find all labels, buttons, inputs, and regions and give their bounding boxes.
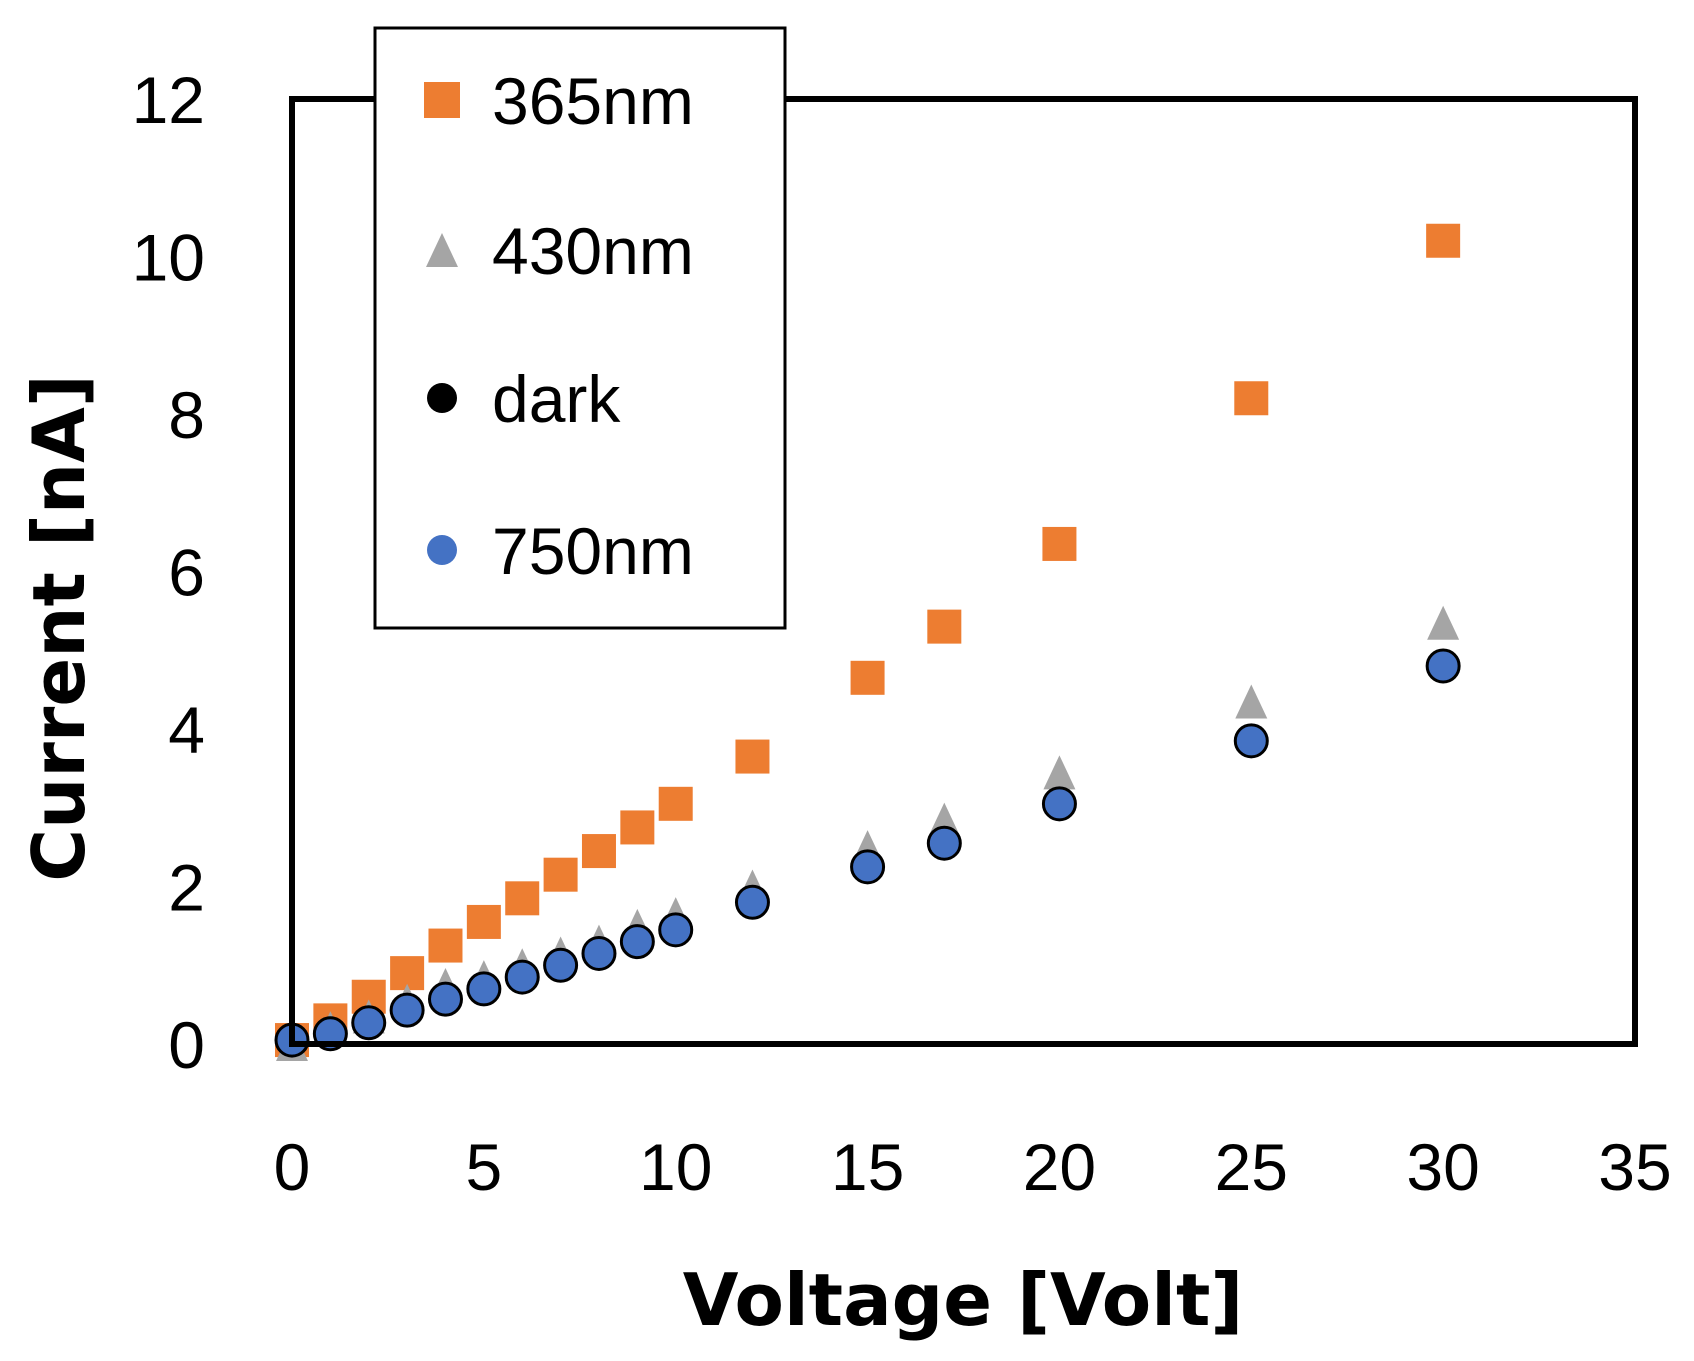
x-tick-label: 25 <box>1215 1130 1288 1204</box>
data-point-750nm <box>850 849 886 885</box>
data-point-365nm <box>1042 526 1077 561</box>
y-tick-label: 10 <box>132 221 205 295</box>
data-point-430nm <box>1043 755 1076 790</box>
x-axis-ticks: 0 5 10 15 20 25 30 35 <box>274 1130 1672 1204</box>
y-axis-ticks: 0 2 4 6 8 10 12 <box>132 63 205 1082</box>
data-point-750nm <box>581 935 617 971</box>
legend-label-365nm: 365nm <box>492 64 694 138</box>
data-point-430nm <box>1235 684 1268 719</box>
data-point-365nm <box>735 739 770 774</box>
data-point-750nm <box>658 912 694 948</box>
legend-label-750nm: 750nm <box>492 514 694 588</box>
data-point-750nm <box>1233 723 1269 759</box>
legend-marker-750nm <box>427 535 457 565</box>
y-tick-label: 8 <box>168 378 205 452</box>
y-tick-label: 12 <box>132 63 205 137</box>
plot-area-frame <box>289 96 1638 1047</box>
data-point-750nm <box>466 971 502 1007</box>
data-point-365nm <box>543 857 578 892</box>
y-tick-label: 0 <box>168 1008 205 1082</box>
series-750nm <box>274 648 1461 1058</box>
data-point-365nm <box>428 928 463 963</box>
data-point-750nm <box>734 884 770 920</box>
data-point-750nm <box>926 825 962 861</box>
x-tick-label: 5 <box>465 1130 502 1204</box>
data-point-750nm <box>1041 786 1077 822</box>
legend-marker-dark <box>427 383 457 413</box>
x-tick-label: 35 <box>1598 1130 1671 1204</box>
legend-label-dark: dark <box>492 362 621 436</box>
data-point-365nm <box>581 834 616 869</box>
legend-box <box>373 26 787 630</box>
data-point-750nm <box>427 981 463 1017</box>
data-point-430nm <box>1427 605 1460 640</box>
x-tick-label: 0 <box>274 1130 311 1204</box>
y-tick-label: 2 <box>168 851 205 925</box>
x-tick-label: 20 <box>1023 1130 1096 1204</box>
data-point-750nm <box>351 1005 387 1041</box>
data-point-750nm <box>619 924 655 960</box>
legend-marker-430nm <box>426 233 458 267</box>
data-point-365nm <box>1426 223 1461 258</box>
data-points <box>274 223 1461 1061</box>
data-point-365nm <box>850 660 885 695</box>
data-point-750nm <box>389 992 425 1028</box>
x-axis-title: Voltage [Volt] <box>683 1258 1244 1342</box>
x-tick-label: 10 <box>639 1130 712 1204</box>
data-point-750nm <box>504 959 540 995</box>
data-point-750nm <box>1425 648 1461 684</box>
data-point-750nm <box>543 947 579 983</box>
data-point-365nm <box>658 786 693 821</box>
data-point-365nm <box>1234 381 1269 416</box>
y-axis-title: Current [nA] <box>17 374 101 881</box>
data-point-365nm <box>505 881 540 916</box>
data-point-365nm <box>620 810 655 845</box>
y-tick-label: 6 <box>168 536 205 610</box>
legend: 365nm 430nm dark 750nm <box>373 26 787 630</box>
y-tick-label: 4 <box>168 693 205 767</box>
x-tick-label: 30 <box>1406 1130 1479 1204</box>
legend-label-430nm: 430nm <box>492 214 694 288</box>
legend-marker-365nm <box>424 82 460 118</box>
data-point-365nm <box>466 904 501 939</box>
data-point-365nm <box>927 609 962 644</box>
x-tick-label: 15 <box>831 1130 904 1204</box>
